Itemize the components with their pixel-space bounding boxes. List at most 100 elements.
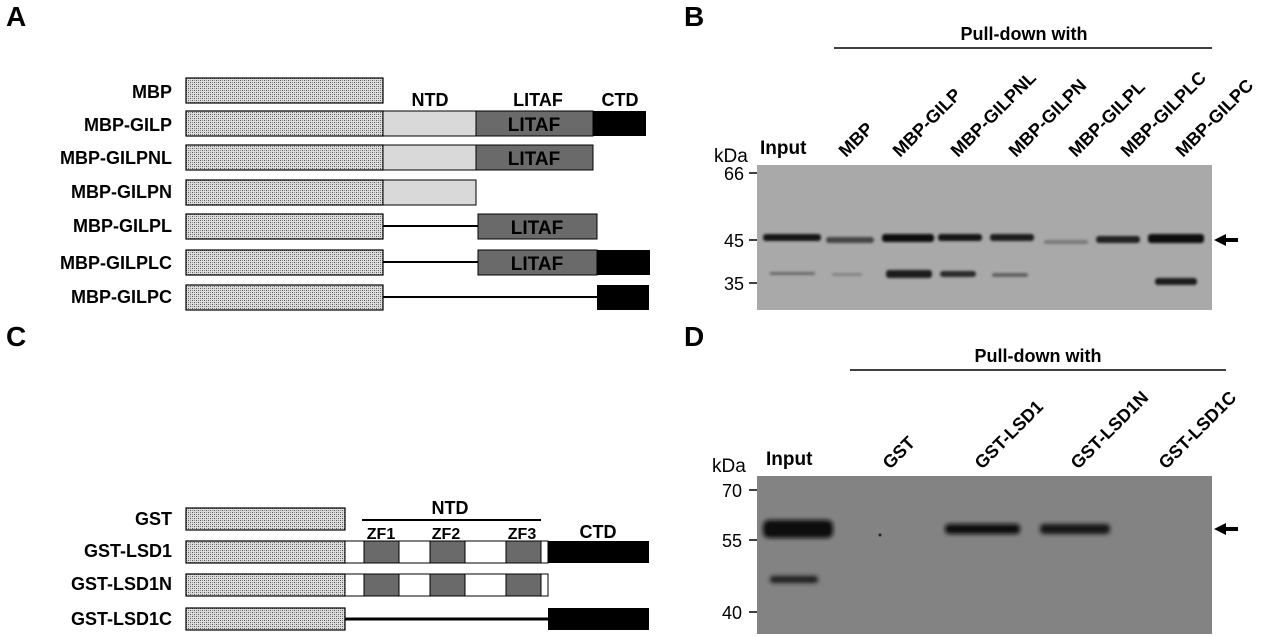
zf-label: ZF3 [508, 526, 537, 543]
ntd-box [382, 110, 477, 137]
band [1155, 278, 1197, 285]
ctd-box [593, 111, 646, 136]
ctd-box [548, 541, 649, 563]
litaf-box-label: LITAF [511, 218, 563, 239]
panel-a: A NTD LITAF CTD MBP MBP-GILP MBP-GILPNL … [6, 1, 650, 311]
mbp-tag-box [185, 284, 384, 311]
zf-label: ZF1 [367, 526, 396, 543]
band [770, 272, 815, 275]
construct-label: MBP-GILPNL [60, 148, 172, 168]
band [1096, 236, 1140, 243]
arrow-icon [1214, 234, 1238, 246]
zf-box [363, 540, 400, 564]
mbp-tag-box [185, 249, 384, 276]
marker-label: 70 [722, 481, 742, 501]
litaf-box [477, 213, 598, 240]
pulldown-header: Pull-down with [975, 346, 1102, 366]
band [826, 237, 874, 243]
marker-label: 35 [724, 274, 744, 294]
marker-label: 45 [724, 231, 744, 251]
lane-label: GST-LSD1 [971, 396, 1047, 472]
construct-label: MBP-GILPL [73, 216, 172, 236]
band [945, 524, 1020, 534]
mbp-tag-box [185, 179, 384, 206]
lane-label: MBP [835, 118, 877, 160]
lane-label: GST [879, 433, 919, 473]
zf-box [505, 573, 542, 597]
band [763, 520, 833, 538]
panel-c: C NTD ZF1 ZF2 ZF3 CTD GST GST-LSD1 GST-L… [6, 321, 649, 631]
litaf-box-label: LITAF [508, 115, 560, 136]
ntd-header: NTD [412, 90, 449, 110]
marker-label: 55 [722, 531, 742, 551]
band [882, 234, 934, 242]
litaf-box [475, 110, 594, 137]
ntd-box [382, 179, 477, 206]
band [1040, 524, 1110, 534]
kda-label: kDa [712, 456, 746, 477]
gst-tag-box [185, 607, 346, 631]
construct-label: MBP-GILPLC [60, 253, 172, 273]
lane-label: GST-LSD1C [1155, 387, 1241, 473]
construct-label: MBP [132, 82, 172, 102]
litaf-box [475, 144, 594, 171]
kda-label: kDa [714, 146, 748, 167]
band [770, 576, 818, 583]
band [763, 234, 821, 241]
litaf-header: LITAF [513, 90, 563, 110]
gst-tag-box [185, 507, 346, 531]
western-blot-d [757, 476, 1212, 634]
band [886, 270, 932, 278]
band [990, 234, 1034, 241]
band [832, 273, 862, 276]
zf-box [429, 540, 466, 564]
mbp-tag-box [185, 213, 384, 240]
speck [878, 533, 882, 537]
construct-label: GST [135, 509, 172, 529]
mbp-tag-box [185, 110, 384, 137]
band [940, 271, 976, 277]
panel-b: B Pull-down with Input kDa MBP MBP-GILP … [684, 1, 1257, 310]
ctd-header: CTD [580, 522, 617, 542]
construct-label: GST-LSD1N [71, 574, 172, 594]
construct-label: GST-LSD1 [84, 541, 172, 561]
litaf-box-label: LITAF [511, 254, 563, 275]
western-blot-b [757, 165, 1212, 310]
ctd-box [597, 285, 649, 310]
panel-d-letter: D [684, 321, 704, 352]
marker-label: 66 [724, 164, 744, 184]
panel-a-letter: A [6, 1, 26, 32]
lane-label: GST-LSD1N [1067, 387, 1153, 473]
marker-label: 40 [722, 603, 742, 623]
mbp-tag-box [185, 144, 384, 171]
construct-label: GST-LSD1C [71, 609, 172, 629]
band [1044, 240, 1088, 244]
litaf-box-label: LITAF [508, 149, 560, 170]
ntd-box [382, 144, 477, 171]
zf-box [363, 573, 400, 597]
gst-tag-box [185, 573, 346, 597]
ntd-header: NTD [432, 498, 469, 518]
ctd-box [548, 608, 649, 630]
gst-tag-box [185, 540, 346, 564]
arrow-icon [1214, 523, 1238, 535]
input-label: Input [760, 138, 807, 159]
ctd-box [597, 250, 650, 275]
litaf-box [477, 249, 598, 276]
construct-label: MBP-GILPN [71, 182, 172, 202]
panel-c-letter: C [6, 321, 26, 352]
panel-d: D Pull-down with Input kDa GST GST-LSD1 … [684, 321, 1240, 634]
band [938, 234, 982, 241]
pulldown-header: Pull-down with [961, 24, 1088, 44]
band [992, 273, 1028, 277]
construct-label: MBP-GILPC [71, 287, 172, 307]
construct-label: MBP-GILP [84, 115, 172, 135]
zf-label: ZF2 [432, 526, 461, 543]
input-label: Input [766, 449, 813, 470]
band [1148, 234, 1204, 243]
ctd-header: CTD [602, 90, 639, 110]
zf-box [505, 540, 542, 564]
zf-box [429, 573, 466, 597]
mbp-tag-box [185, 77, 384, 104]
